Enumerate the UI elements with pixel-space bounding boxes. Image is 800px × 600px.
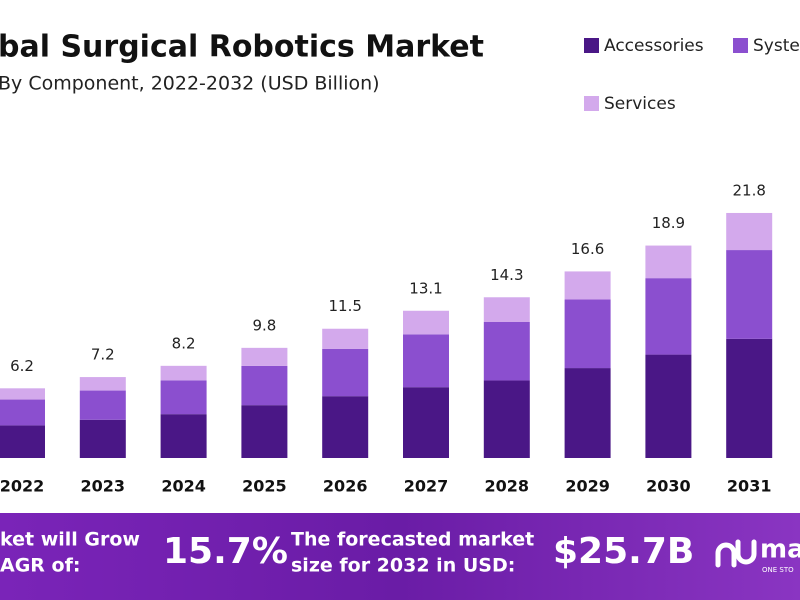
data-label: 13.1 — [409, 279, 442, 297]
legend-label: Services — [604, 94, 676, 114]
bar-segment — [0, 388, 45, 400]
x-tick-label: 2026 — [323, 477, 368, 496]
bar-segment — [241, 347, 288, 366]
banner — [0, 513, 800, 600]
x-tick-label: 2025 — [242, 477, 287, 496]
bar-segment — [403, 334, 449, 388]
data-label: 11.5 — [328, 297, 361, 315]
data-label: 21.8 — [732, 181, 765, 199]
x-tick-label: 2022 — [0, 477, 44, 496]
forecast-value: $25.7B — [553, 531, 694, 572]
x-tick-label: 2024 — [161, 477, 206, 496]
bar-segment — [322, 396, 369, 458]
bar-segment — [160, 365, 207, 381]
banner-text: AGR of: — [0, 555, 80, 577]
bar-segment — [241, 365, 288, 406]
bar-segment — [322, 348, 369, 397]
x-tick-label: 2028 — [485, 477, 530, 496]
legend-label: Syste — [753, 36, 800, 56]
logo-tagline: ONE STO — [762, 566, 794, 574]
legend-label: Accessories — [604, 36, 704, 56]
cagr-value: 15.7% — [163, 531, 288, 572]
chart-subtitle: By Component, 2022-2032 (USD Billion) — [0, 73, 380, 95]
bar-segment — [726, 250, 773, 339]
bar-segment — [241, 405, 288, 458]
bar-segment — [645, 354, 692, 458]
x-tick-label: 2027 — [404, 477, 449, 496]
bar-segment — [79, 419, 126, 458]
banner-text: size for 2032 in USD: — [291, 555, 515, 577]
bar-segment — [403, 387, 449, 458]
data-label: 18.9 — [652, 214, 685, 232]
bar-segment — [726, 338, 773, 458]
data-label: 7.2 — [91, 346, 115, 364]
logo-text: ma — [760, 535, 800, 565]
data-label: 16.6 — [571, 240, 604, 258]
bar-segment — [0, 425, 45, 458]
bar-segment — [160, 414, 207, 458]
bar-segment — [564, 299, 611, 369]
legend: Accessories Syste Services — [584, 36, 800, 114]
x-tick-label: 2029 — [565, 477, 610, 496]
legend-swatch — [584, 38, 599, 53]
logo-icon — [715, 539, 757, 568]
bar-segment — [79, 390, 126, 420]
bar-segment — [726, 212, 773, 251]
legend-swatch — [733, 38, 748, 53]
plot: 6.2 2022 7.2 2023 8.2 2024 9.8 2025 11.5 2026 13.1… — [0, 181, 773, 496]
legend-swatch — [584, 96, 599, 111]
bar-segment — [483, 380, 530, 458]
x-tick-label: 2031 — [727, 477, 772, 496]
bar-segment — [645, 245, 692, 279]
banner-text: The forecasted market — [291, 529, 534, 551]
bar-segment — [483, 297, 530, 322]
bar-segment — [564, 368, 611, 458]
bar-segment — [564, 271, 611, 300]
bar-segment — [645, 278, 692, 355]
bar-segment — [79, 377, 126, 391]
x-tick-label: 2030 — [646, 477, 691, 496]
bar-segment — [483, 321, 530, 381]
bar-segment — [322, 328, 369, 349]
bar-segment — [160, 380, 207, 415]
data-label: 9.8 — [252, 316, 276, 334]
banner-text: ket will Grow — [0, 529, 140, 551]
x-tick-label: 2023 — [81, 477, 126, 496]
data-label: 8.2 — [172, 334, 196, 352]
data-label: 14.3 — [490, 266, 523, 284]
chart-title: bal Surgical Robotics Market — [0, 30, 484, 65]
bar-segment — [403, 310, 449, 335]
data-label: 6.2 — [10, 357, 34, 375]
bar-segment — [0, 399, 45, 426]
